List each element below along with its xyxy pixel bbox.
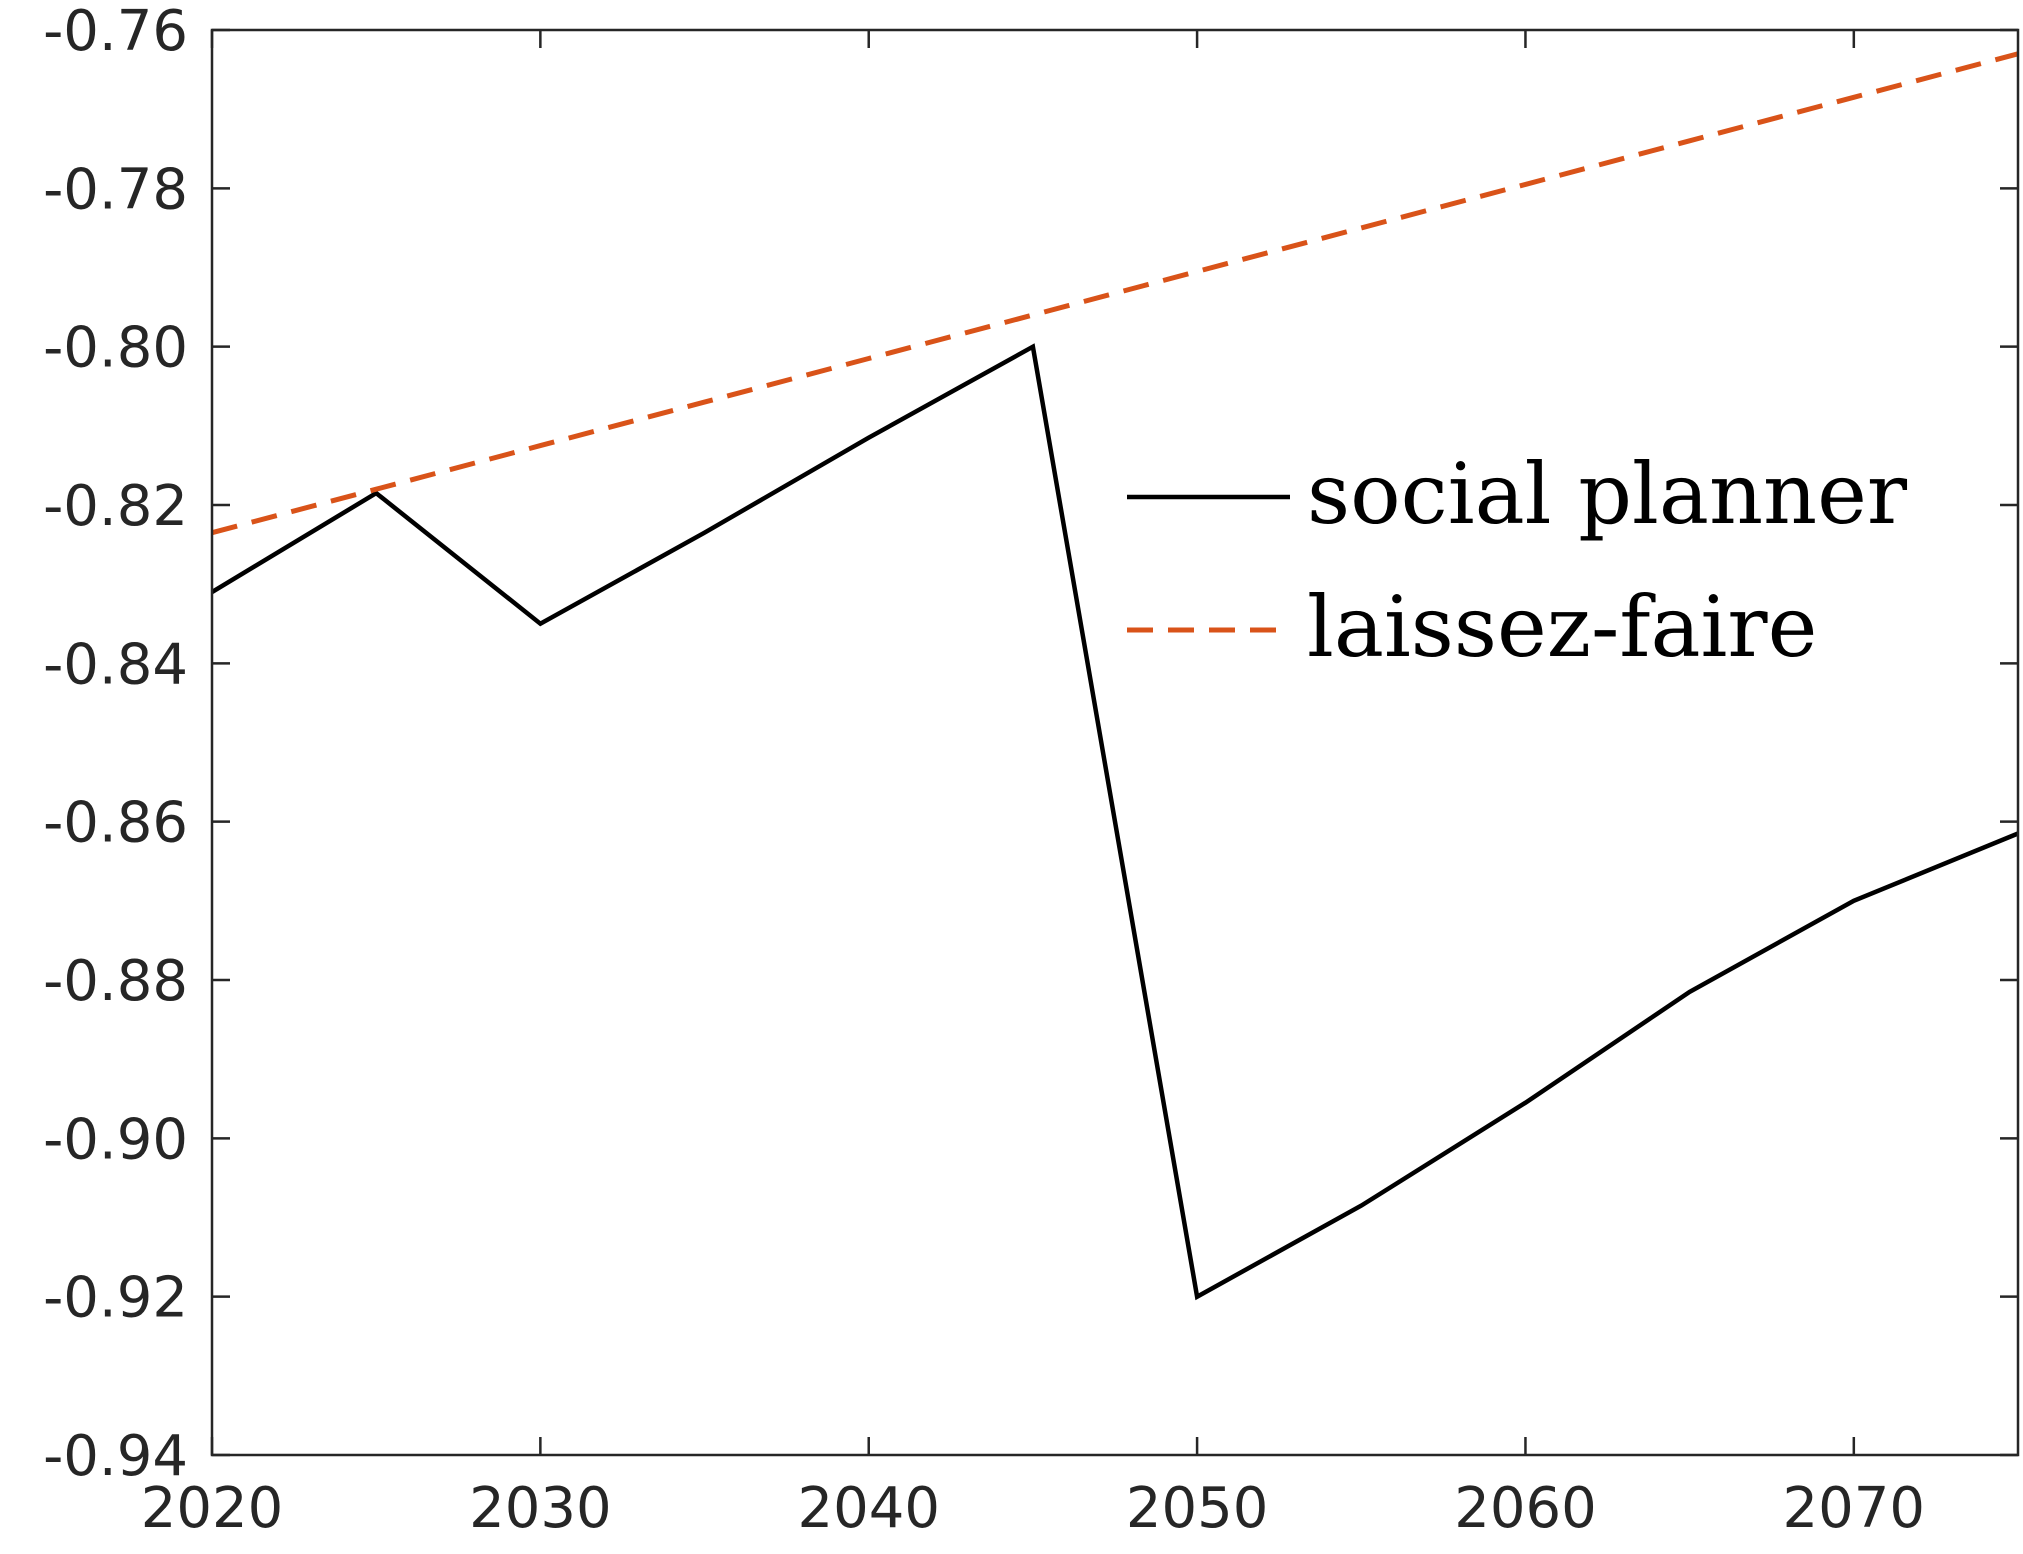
- axes-layer: 2020 2030 2040 2050 2060 2070 -0.94 -0.92 -0.90 -…: [43, 0, 2020, 1541]
- x-tick-label: 2020: [141, 1476, 284, 1541]
- y-tick-label: -0.84: [43, 632, 188, 697]
- legend-label-laissez-faire: laissez-faire: [1307, 578, 1817, 676]
- x-tick-label: 2030: [469, 1476, 612, 1541]
- axes-box: [210, 28, 2020, 1457]
- y-tick-label: -0.90: [43, 1107, 188, 1172]
- plot-background: [212, 30, 2018, 1455]
- y-tick-label: -0.76: [43, 0, 188, 64]
- x-tick-label: 2070: [1783, 1476, 1926, 1541]
- series-line-laissez-faire: [211, 51, 2019, 536]
- y-tick-label: -0.82: [43, 474, 188, 539]
- legend-label-social-planner: social planner: [1307, 445, 1908, 543]
- y-tick-label: -0.94: [43, 1424, 188, 1489]
- x-tick-label: 2060: [1454, 1476, 1597, 1541]
- y-tick-label: -0.86: [43, 791, 188, 856]
- y-tick-label: -0.92: [43, 1266, 188, 1331]
- plot-area: [212, 30, 2018, 1455]
- x-tick-label: 2050: [1126, 1476, 1269, 1541]
- y-tick-label: -0.88: [43, 949, 188, 1014]
- series-layer: [210, 51, 2019, 1301]
- x-tick-label: 2040: [797, 1476, 940, 1541]
- legend: social planner laissez-faire: [1127, 445, 1908, 676]
- y-tick-label: -0.78: [43, 157, 188, 222]
- series-line-social-planner: [210, 343, 2019, 1301]
- y-tick-label: -0.80: [43, 316, 188, 381]
